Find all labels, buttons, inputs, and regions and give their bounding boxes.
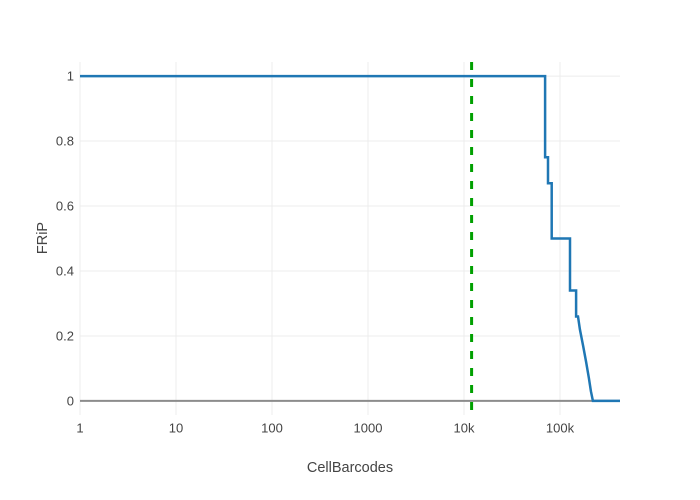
y-tick-label: 1 — [67, 69, 74, 84]
y-axis-title: FRiP — [35, 222, 51, 254]
y-tick-label: 0.2 — [56, 328, 74, 343]
gridlines — [79, 62, 620, 415]
series-frip-path — [80, 74, 620, 403]
x-tick-label: 10k — [454, 421, 475, 436]
x-tick-label: 100 — [261, 421, 283, 436]
y-tick-label: 0.8 — [56, 134, 74, 149]
x-axis-title: CellBarcodes — [307, 460, 393, 476]
y-tick-label: 0 — [67, 393, 74, 408]
x-tick-label: 1000 — [354, 421, 383, 436]
y-tick-labels: 0 0.2 0.4 0.6 0.8 1 — [56, 69, 74, 409]
y-tick-label: 0.6 — [56, 199, 74, 214]
frip-line — [80, 74, 620, 403]
x-tick-label: 100k — [546, 421, 575, 436]
y-tick-label: 0.4 — [56, 263, 74, 278]
x-tick-labels: 1 10 100 1000 10k 100k — [76, 421, 574, 436]
x-tick-label: 1 — [76, 421, 83, 436]
x-tick-label: 10 — [169, 421, 183, 436]
